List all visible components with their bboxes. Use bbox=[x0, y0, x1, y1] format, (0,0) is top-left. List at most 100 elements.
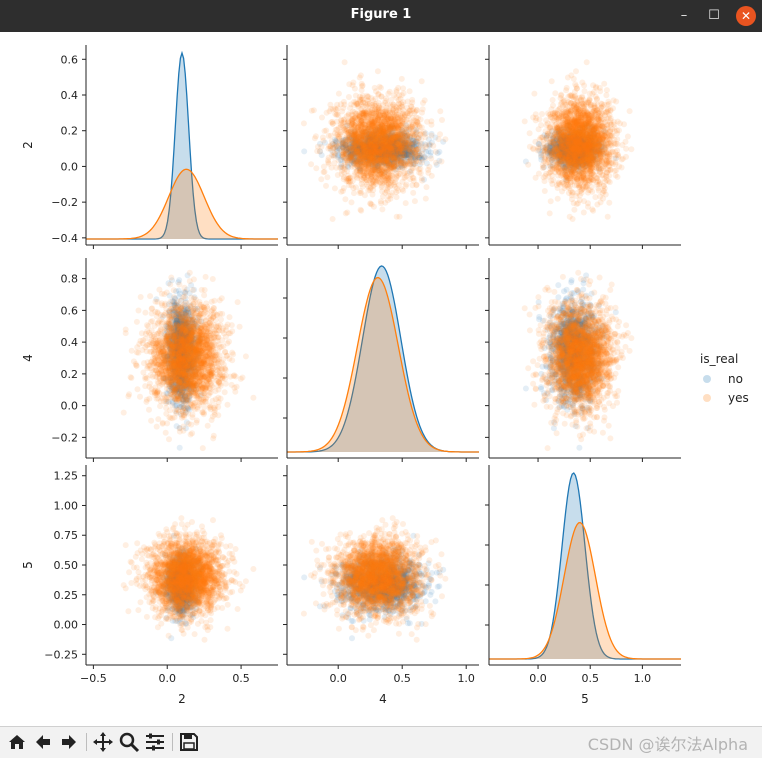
scatter-point bbox=[343, 210, 349, 216]
scatter-point bbox=[420, 100, 426, 106]
scatter-point bbox=[417, 166, 423, 172]
scatter-point bbox=[358, 123, 364, 129]
scatter-point bbox=[362, 129, 368, 135]
scatter-point bbox=[426, 164, 432, 170]
scatter-point bbox=[363, 176, 369, 182]
panel-2-vs-4 bbox=[283, 45, 479, 249]
scatter-point bbox=[375, 68, 381, 74]
scatter-point bbox=[308, 161, 314, 167]
scatter-point bbox=[342, 59, 348, 65]
scatter-point bbox=[408, 167, 414, 173]
scatter-point bbox=[398, 122, 404, 128]
scatter-point bbox=[397, 132, 403, 138]
scatter-point bbox=[368, 180, 374, 186]
close-button[interactable]: ✕ bbox=[736, 6, 756, 26]
scatter-point bbox=[415, 146, 421, 152]
scatter-point bbox=[357, 188, 363, 194]
scatter-point bbox=[312, 135, 318, 141]
scatter-point bbox=[419, 160, 425, 166]
scatter-point bbox=[372, 85, 378, 91]
maximize-button[interactable]: ☐ bbox=[704, 6, 724, 26]
scatter-point bbox=[399, 76, 405, 82]
scatter-point bbox=[376, 112, 382, 118]
scatter-point bbox=[388, 138, 394, 144]
panel-2-vs-2: 0.60.40.20.0−0.2−0.4 bbox=[51, 45, 278, 249]
scatter-point bbox=[433, 160, 439, 166]
scatter-point bbox=[337, 165, 343, 171]
scatter-point bbox=[419, 110, 425, 116]
scatter-point bbox=[382, 190, 388, 196]
scatter-point bbox=[387, 196, 393, 202]
minimize-button[interactable]: – bbox=[674, 6, 694, 26]
scatter-point bbox=[389, 148, 395, 154]
panel-marks bbox=[522, 59, 635, 222]
scatter-point bbox=[419, 175, 425, 181]
scatter-point bbox=[393, 176, 399, 182]
scatter-point bbox=[367, 154, 373, 160]
scatter-point bbox=[342, 196, 348, 202]
scatter-point bbox=[333, 143, 339, 149]
scatter-point bbox=[439, 117, 445, 123]
scatter-point bbox=[412, 109, 418, 115]
scatter-point bbox=[399, 186, 405, 192]
title-bar: Figure 1 – ☐ ✕ bbox=[0, 0, 762, 32]
scatter-point bbox=[328, 106, 334, 112]
scatter-point bbox=[346, 155, 352, 161]
scatter-point bbox=[436, 136, 442, 142]
scatter-point bbox=[365, 108, 371, 114]
scatter-point bbox=[324, 174, 330, 180]
scatter-point bbox=[382, 115, 388, 121]
scatter-point bbox=[368, 113, 374, 119]
scatter-point bbox=[399, 104, 405, 110]
window-title: Figure 1 bbox=[0, 7, 762, 22]
scatter-point bbox=[366, 164, 372, 170]
scatter-point bbox=[382, 125, 388, 131]
scatter-point bbox=[388, 116, 394, 122]
scatter-point bbox=[330, 216, 336, 222]
scatter-point bbox=[414, 118, 420, 124]
scatter-point bbox=[375, 139, 381, 145]
y-tick-label: −0.4 bbox=[51, 232, 78, 245]
scatter-point bbox=[379, 206, 385, 212]
scatter-point bbox=[358, 72, 364, 78]
scatter-point bbox=[362, 100, 368, 106]
scatter-point bbox=[359, 118, 365, 124]
scatter-point bbox=[439, 159, 445, 165]
scatter-point bbox=[378, 198, 384, 204]
scatter-point bbox=[330, 121, 336, 127]
scatter-series-yes bbox=[522, 59, 635, 222]
scatter-point bbox=[328, 133, 334, 139]
scatter-point bbox=[365, 188, 371, 194]
scatter-point bbox=[437, 108, 443, 114]
scatter-point bbox=[351, 145, 357, 151]
scatter-point bbox=[422, 134, 428, 140]
scatter-point bbox=[332, 185, 338, 191]
scatter-point bbox=[359, 160, 365, 166]
y-tick-label: 0.4 bbox=[61, 89, 79, 102]
scatter-point bbox=[378, 149, 384, 155]
scatter-point bbox=[358, 208, 364, 214]
scatter-point bbox=[359, 87, 365, 93]
scatter-point bbox=[429, 173, 435, 179]
scatter-point bbox=[339, 143, 345, 149]
scatter-point bbox=[419, 124, 425, 130]
scatter-point bbox=[381, 157, 387, 163]
scatter-point bbox=[380, 169, 386, 175]
y-tick-label: −0.2 bbox=[51, 196, 78, 209]
scatter-point bbox=[403, 173, 409, 179]
pairplot-svg: 0.60.40.20.0−0.2−0.40.80.60.40.20.0−0.2−… bbox=[0, 32, 762, 726]
scatter-point bbox=[409, 146, 415, 152]
panel-marks bbox=[86, 53, 278, 239]
scatter-point bbox=[392, 125, 398, 131]
scatter-point bbox=[369, 131, 375, 137]
scatter-point bbox=[363, 142, 369, 148]
scatter-point bbox=[342, 164, 348, 170]
scatter-point bbox=[375, 91, 381, 97]
scatter-point bbox=[394, 194, 400, 200]
scatter-point bbox=[408, 156, 414, 162]
scatter-point bbox=[393, 155, 399, 161]
scatter-point bbox=[301, 120, 307, 126]
scatter-point bbox=[407, 88, 413, 94]
scatter-point bbox=[408, 124, 414, 130]
